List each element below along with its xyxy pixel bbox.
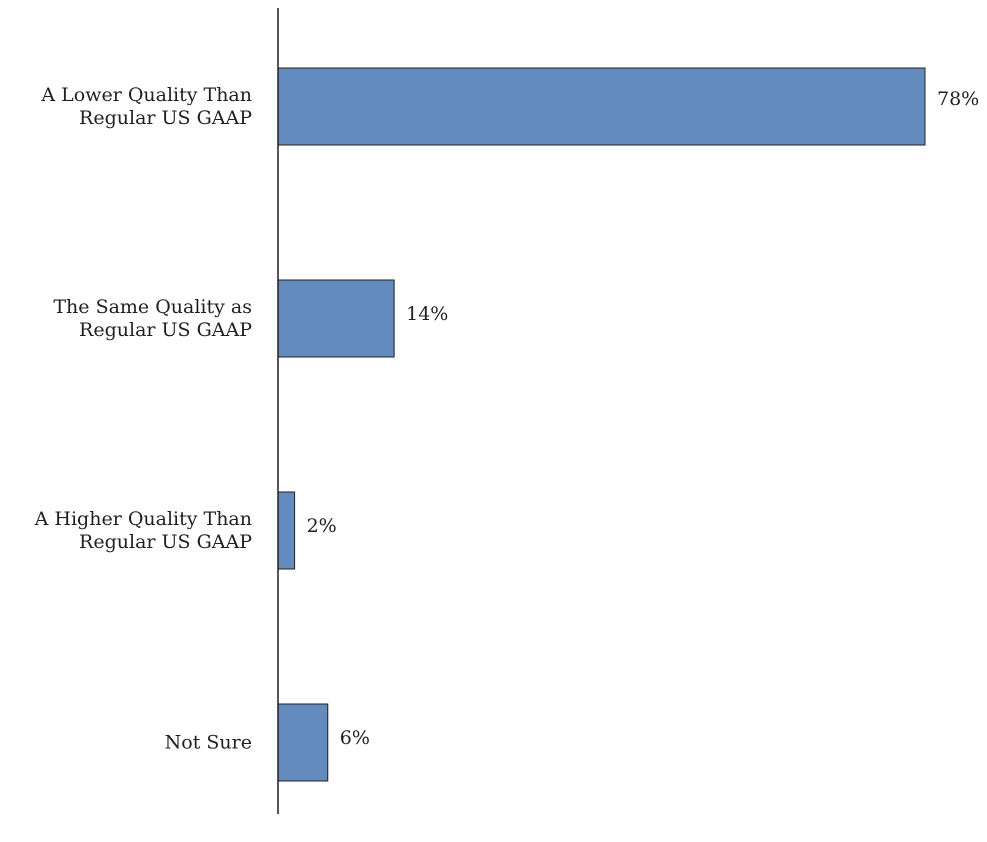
value-label-3: 6% — [340, 727, 370, 749]
category-label-0-line-1: Regular US GAAP — [79, 107, 252, 129]
category-label-2-line-1: Regular US GAAP — [79, 531, 252, 553]
value-label-1: 14% — [406, 303, 448, 325]
bar-2 — [277, 491, 296, 570]
value-label-2: 2% — [307, 515, 337, 537]
bar-0 — [277, 67, 926, 146]
category-label-1-line-0: The Same Quality as — [53, 296, 252, 318]
category-label-1-line-1: Regular US GAAP — [79, 319, 252, 341]
bar-3 — [277, 703, 329, 782]
category-label-0-line-0: A Lower Quality Than — [40, 84, 252, 106]
bar-1 — [277, 279, 395, 358]
category-label-2-line-0: A Higher Quality Than — [34, 508, 252, 530]
value-label-0: 78% — [937, 88, 979, 110]
category-label-3-line-0: Not Sure — [165, 732, 252, 754]
